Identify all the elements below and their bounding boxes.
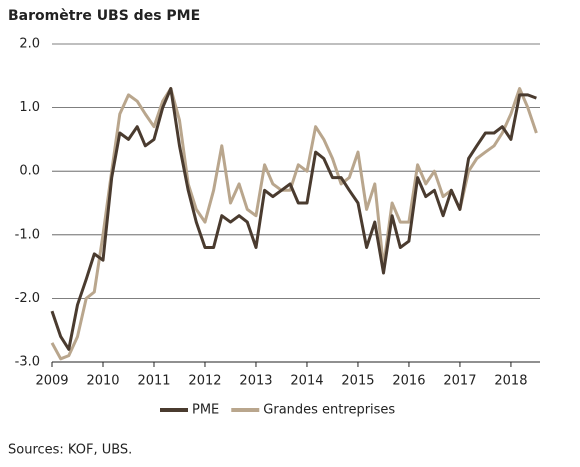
- x-tick-label: 2009: [35, 374, 68, 389]
- y-tick-label: 2.0: [19, 37, 40, 52]
- series-line: [50, 87, 537, 351]
- x-tick-label: 2014: [290, 374, 323, 389]
- y-tick-label: -2.0: [15, 291, 40, 306]
- y-tick-label: 0.0: [19, 164, 40, 179]
- x-tick-label: 2016: [392, 374, 425, 389]
- series-line: [50, 87, 538, 361]
- chart-title: Baromètre UBS des PME: [8, 8, 200, 24]
- x-tick-label: 2017: [443, 374, 476, 389]
- source-note: Sources: KOF, UBS.: [8, 443, 132, 458]
- y-tick-label: 1.0: [19, 100, 40, 115]
- x-tick-label: 2012: [188, 374, 221, 389]
- x-tick-label: 2010: [86, 374, 119, 389]
- x-tick-label: 2011: [137, 374, 170, 389]
- y-tick-label: -1.0: [15, 227, 40, 242]
- legend-label: Grandes entreprises: [263, 403, 395, 418]
- y-tick-label: -3.0: [15, 355, 40, 370]
- x-tick-label: 2015: [341, 374, 374, 389]
- legend-label: PME: [192, 403, 219, 418]
- x-tick-label: 2013: [239, 374, 272, 389]
- x-tick-label: 2018: [494, 374, 527, 389]
